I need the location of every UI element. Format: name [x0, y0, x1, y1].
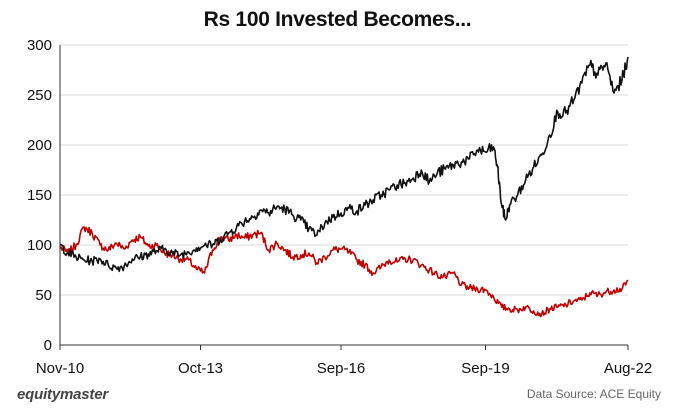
x-tick-label-1: Oct-13	[178, 360, 223, 377]
chart-title: Rs 100 Invested Becomes...	[203, 8, 472, 31]
series-line-black	[59, 56, 629, 273]
y-tick-label-50: 50	[35, 287, 52, 304]
equitymaster-logo: equitymaster	[17, 386, 108, 403]
y-tick-label-0: 0	[44, 337, 52, 354]
x-tick-label-2: Sep-16	[317, 360, 365, 377]
data-source-note: Data Source: ACE Equity	[526, 387, 661, 401]
series-line-red	[60, 226, 629, 318]
y-tick-label-100: 100	[27, 237, 52, 254]
y-tick-label-200: 200	[27, 137, 52, 154]
x-tick-label-3: Sep-19	[461, 360, 509, 377]
x-tick-label-0: Nov-10	[36, 360, 84, 377]
x-tick-label-4: Aug-22	[604, 360, 652, 377]
y-tick-label-150: 150	[27, 187, 52, 204]
y-tick-label-250: 250	[27, 87, 52, 104]
y-tick-label-300: 300	[27, 37, 52, 54]
